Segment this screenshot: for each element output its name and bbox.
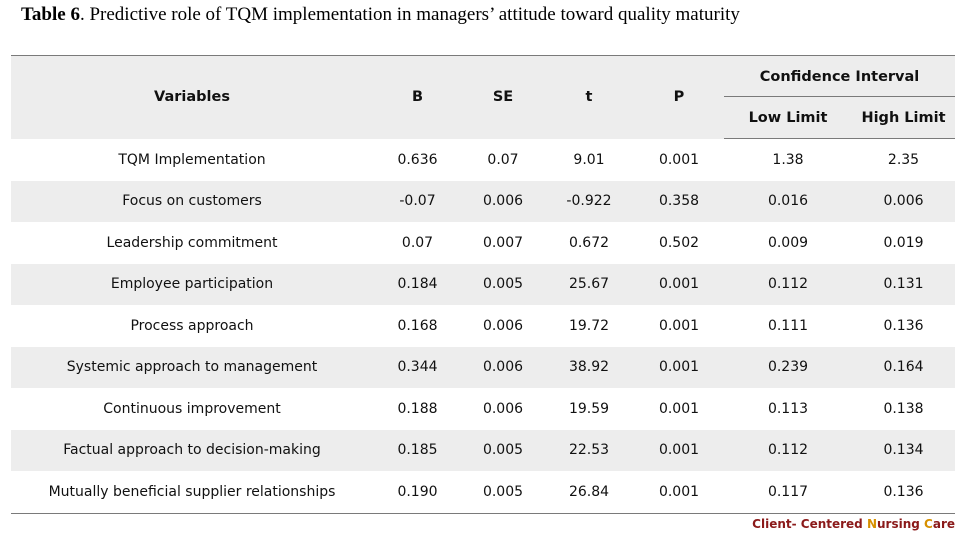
cell-se: 0.005: [482, 483, 524, 500]
cell-low: 0.239: [724, 346, 852, 388]
cell-low: 1.38: [772, 151, 804, 168]
cell-p: 0.001: [658, 483, 700, 500]
cell-low: 0.112: [724, 429, 852, 471]
cell-t: 38.92: [544, 346, 634, 388]
cell-p: 0.358: [634, 180, 724, 222]
cell-variable: Factual approach to decision-making: [11, 429, 373, 471]
cell-t: 26.84: [568, 483, 610, 500]
cell-low: 0.016: [724, 180, 852, 222]
cell-variable: Focus on customers: [11, 180, 373, 222]
cell-b: 0.344: [373, 346, 462, 388]
cell-b: 0.190: [397, 483, 438, 500]
cell-high: 0.006: [852, 180, 955, 222]
cell-se: 0.07: [487, 151, 519, 168]
cell-b: -0.07: [373, 180, 462, 222]
table-row: Systemic approach to management 0.344 0.00…: [11, 346, 955, 388]
cell-b: 0.188: [397, 400, 438, 417]
cell-low: 0.117: [767, 483, 809, 500]
footer-part-1: Client- Centered: [752, 517, 867, 531]
header-high-limit: High Limit: [852, 97, 955, 139]
table-row: Continuous improvement 0.188 0.006 19.59 0.0…: [11, 388, 955, 430]
table-row: Mutually beneficial supplier relationshi…: [11, 471, 955, 513]
cell-variable: Employee participation: [11, 263, 373, 305]
cell-p: 0.502: [658, 234, 700, 251]
cell-high: 2.35: [887, 151, 920, 168]
cell-variable: Mutually beneficial supplier relationshi…: [48, 483, 336, 500]
cell-se: 0.006: [482, 400, 524, 417]
table-row: Factual approach to decision-making 0.185…: [11, 429, 955, 471]
footer-part-4: C: [924, 517, 933, 531]
cell-t: 0.672: [568, 234, 610, 251]
cell-se: 0.006: [462, 346, 544, 388]
table-caption: Table 6. Predictive role of TQM implemen…: [21, 4, 740, 26]
cell-p: 0.001: [658, 317, 700, 334]
cell-t: 25.67: [544, 263, 634, 305]
cell-p: 0.001: [658, 151, 700, 168]
cell-low: 0.111: [767, 317, 809, 334]
cell-t: 9.01: [573, 151, 605, 168]
header-se: SE: [462, 55, 544, 139]
table-row: Leadership commitment 0.07 0.007 0.672 0.502…: [11, 222, 955, 264]
cell-b: 0.636: [397, 151, 438, 168]
cell-b: 0.184: [373, 263, 462, 305]
table-row: Process approach 0.168 0.006 19.72 0.001 0.11…: [11, 305, 955, 347]
regression-table: Variables B SE t P Confidence Interval L…: [11, 55, 955, 514]
cell-high: 0.131: [852, 263, 955, 305]
cell-low: 0.112: [724, 263, 852, 305]
header-p: P: [634, 55, 724, 139]
header-b: B: [373, 55, 462, 139]
ci-divider: [724, 96, 955, 97]
cell-se: 0.005: [462, 429, 544, 471]
footer-part-2: N: [866, 517, 877, 531]
cell-t: -0.922: [544, 180, 634, 222]
cell-t: 19.72: [568, 317, 610, 334]
cell-high: 0.136: [883, 317, 924, 334]
header-t: t: [544, 55, 634, 139]
cell-high: 0.136: [883, 483, 924, 500]
cell-b: 0.168: [397, 317, 438, 334]
footer-part-3: ursing: [877, 517, 925, 531]
footer-part-5: are: [932, 517, 955, 531]
cell-t: 22.53: [544, 429, 634, 471]
cell-low: 0.113: [767, 400, 809, 417]
caption-label: Table 6: [21, 4, 80, 25]
table-header: Variables B SE t P Confidence Interval L…: [11, 55, 955, 139]
cell-b: 0.07: [401, 234, 434, 251]
cell-b: 0.185: [373, 429, 462, 471]
cell-se: 0.007: [482, 234, 524, 251]
table-row: Employee participation 0.184 0.005 25.67 0.0…: [11, 263, 955, 305]
header-variables: Variables: [11, 55, 373, 139]
cell-p: 0.001: [634, 263, 724, 305]
cell-variable: Process approach: [130, 317, 254, 334]
cell-p: 0.001: [634, 429, 724, 471]
header-confidence-interval: Confidence Interval: [724, 55, 955, 97]
cell-high: 0.019: [883, 234, 924, 251]
cell-se: 0.006: [482, 317, 524, 334]
header-low-limit: Low Limit: [724, 97, 852, 139]
cell-t: 19.59: [568, 400, 610, 417]
cell-p: 0.001: [634, 346, 724, 388]
cell-p: 0.001: [658, 400, 700, 417]
cell-variable: Systemic approach to management: [11, 346, 373, 388]
caption-text: . Predictive role of TQM implementation …: [79, 4, 740, 25]
header-confidence-interval-label: Confidence Interval: [759, 68, 920, 85]
table-body: TQM Implementation 0.636 0.07 9.01 0.001 1.38…: [11, 139, 955, 513]
cell-variable: TQM Implementation: [118, 151, 266, 168]
cell-high: 0.134: [852, 429, 955, 471]
journal-footer: Client- Centered Nursing Care: [752, 517, 955, 531]
cell-high: 0.164: [852, 346, 955, 388]
cell-se: 0.005: [462, 263, 544, 305]
cell-high: 0.138: [883, 400, 924, 417]
cell-variable: Leadership commitment: [106, 234, 278, 251]
cell-variable: Continuous improvement: [103, 400, 281, 417]
table-row: TQM Implementation 0.636 0.07 9.01 0.001 1.38…: [11, 139, 955, 181]
table-row: Focus on customers -0.07 0.006 -0.922 0.358 0…: [11, 180, 955, 222]
cell-se: 0.006: [462, 180, 544, 222]
cell-low: 0.009: [767, 234, 809, 251]
